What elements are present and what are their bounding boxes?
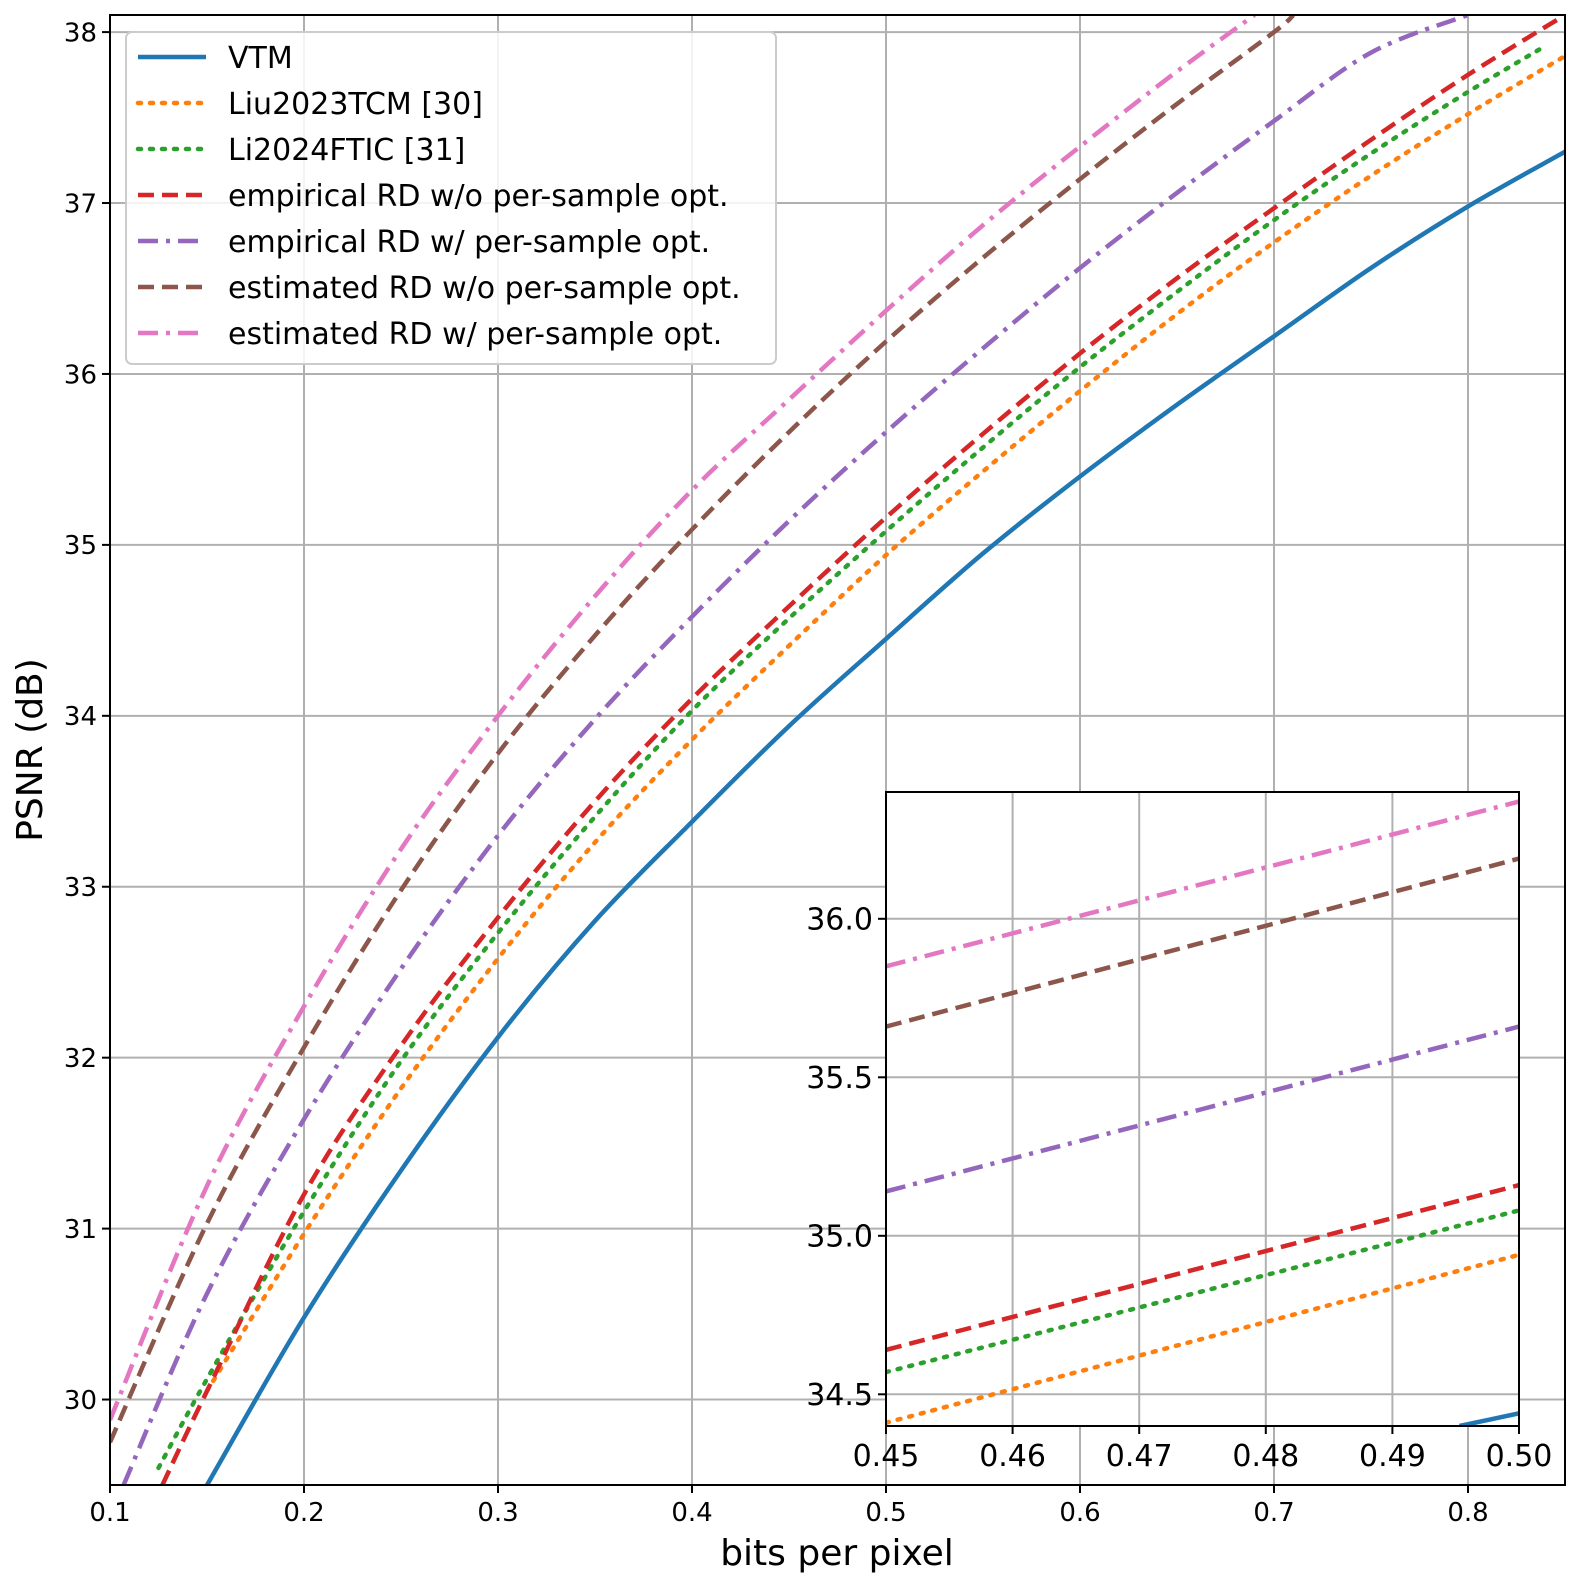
main-y-tick-label: 37 [64, 189, 97, 219]
main-y-tick-label: 34 [64, 702, 97, 732]
inset-x-tick-label: 0.50 [1486, 1439, 1553, 1474]
main-series-estimated-rd-w-per-sample-opt [110, 15, 1256, 1421]
inset-series-li2024ftic-31 [886, 1208, 1519, 1375]
inset-y-tick-label: 36.0 [806, 903, 873, 938]
main-y-tick-label: 31 [64, 1215, 97, 1245]
inset-series-empirical-rd-w-o-per-sample-opt [886, 1182, 1519, 1353]
main-series-li2024ftic-31 [156, 43, 1548, 1471]
main-series-liu2023tcm-30 [204, 53, 1565, 1394]
inset-x-tick-label: 0.46 [979, 1439, 1046, 1474]
main-y-tick-label: 35 [64, 531, 97, 561]
main-x-tick-label: 0.2 [283, 1498, 324, 1528]
inset-y-tick-label: 35.0 [806, 1220, 873, 1255]
main-series-empirical-rd-w-per-sample-opt [121, 15, 1469, 1485]
main-x-tick-label: 0.3 [477, 1498, 518, 1528]
inset-series-empirical-rd-w-per-sample-opt [886, 1024, 1519, 1194]
main-series [110, 15, 1565, 1485]
inset-x-tick-label: 0.49 [1359, 1439, 1426, 1474]
legend-label-estimated-rd-w-per-sample-opt: estimated RD w/ per-sample opt. [228, 317, 722, 352]
main-plot-frame [109, 14, 1566, 1486]
main-series-vtm [205, 149, 1565, 1485]
legend: VTM Liu2023TCM [30] Li2024FTIC [31] empiric… [125, 31, 777, 365]
inset-series [886, 799, 1519, 1426]
main-ticks: 0.1 0.2 0.3 0.4 0.5 0.6 0.7 0.8 30 31 32 33 34 35 36 37… [64, 18, 1489, 1528]
main-x-tick-label: 0.1 [89, 1498, 130, 1528]
inset-chart: 0.45 0.46 0.47 0.48 0.49 0.50 34.5 35.0 35.5 36.0 [806, 791, 1552, 1474]
legend-label-li2024ftic-31: Li2024FTIC [31] [228, 133, 465, 168]
main-y-tick-label: 32 [64, 1044, 97, 1074]
main-y-tick-label: 33 [64, 873, 97, 903]
main-x-tick-label: 0.4 [671, 1498, 712, 1528]
inset-grid [885, 792, 1520, 1426]
inset-series-estimated-rd-w-per-sample-opt [886, 799, 1519, 969]
main-y-tick-label: 36 [64, 360, 97, 390]
x-axis-label: bits per pixel [720, 1533, 954, 1574]
inset-x-tick-label: 0.45 [853, 1439, 920, 1474]
legend-box [125, 31, 777, 365]
main-y-tick-label: 38 [64, 18, 97, 48]
main-grid [109, 15, 1565, 1485]
main-series-estimated-rd-w-o-per-sample-opt [110, 15, 1295, 1444]
main-x-tick-label: 0.6 [1059, 1498, 1100, 1528]
legend-label-empirical-rd-w-o-per-sample-opt: empirical RD w/o per-sample opt. [228, 179, 729, 214]
inset-series-estimated-rd-w-o-per-sample-opt [886, 856, 1519, 1029]
inset-x-tick-label: 0.47 [1106, 1439, 1173, 1474]
inset-ticks: 0.45 0.46 0.47 0.48 0.49 0.50 34.5 35.0 35.5 36.0 [806, 903, 1552, 1474]
y-axis-label: PSNR (dB) [10, 658, 51, 842]
legend-label-estimated-rd-w-o-per-sample-opt: estimated RD w/o per-sample opt. [228, 271, 741, 306]
main-x-tick-label: 0.7 [1253, 1498, 1294, 1528]
legend-label-empirical-rd-w-per-sample-opt: empirical RD w/ per-sample opt. [228, 225, 710, 260]
main-x-tick-label: 0.8 [1447, 1498, 1488, 1528]
main-y-tick-label: 30 [64, 1386, 97, 1416]
inset-plot-frame [885, 791, 1520, 1427]
inset-y-tick-label: 35.5 [806, 1061, 873, 1096]
inset-y-tick-label: 34.5 [806, 1378, 873, 1413]
main-x-tick-label: 0.5 [865, 1498, 906, 1528]
legend-label-vtm: VTM [228, 41, 293, 76]
legend-label-liu2023tcm-30: Liu2023TCM [30] [228, 87, 483, 122]
inset-series-liu2023tcm-30 [886, 1252, 1519, 1426]
inset-x-tick-label: 0.48 [1232, 1439, 1299, 1474]
